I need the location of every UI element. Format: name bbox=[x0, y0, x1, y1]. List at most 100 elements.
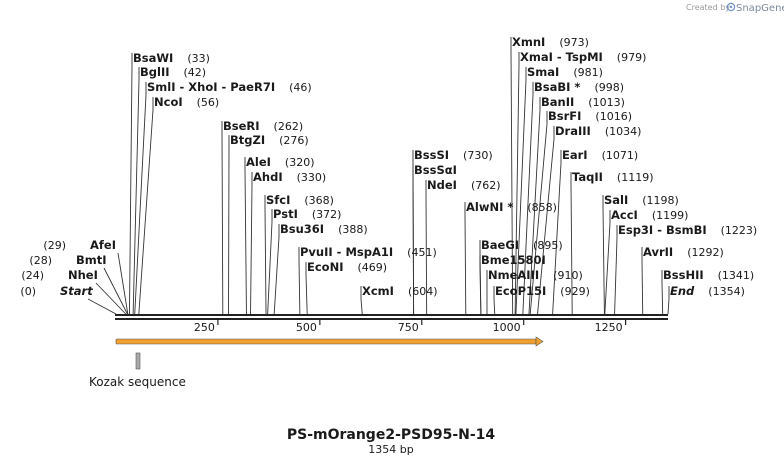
site-name[interactable]: AvrII bbox=[643, 245, 673, 259]
site-position: (1292) bbox=[687, 246, 724, 259]
site-name[interactable]: XmnI bbox=[512, 35, 545, 49]
site-leader-line bbox=[602, 195, 605, 315]
site-name[interactable]: PvuII - MspA1I bbox=[300, 245, 393, 259]
site-name[interactable]: BseRI bbox=[223, 119, 260, 133]
site-name[interactable]: BssHII bbox=[663, 268, 704, 282]
site-position: (262) bbox=[274, 120, 304, 133]
site-leader-line bbox=[570, 172, 573, 315]
axis-tick-label: 500 bbox=[296, 321, 317, 334]
site-name[interactable]: NdeI bbox=[427, 178, 457, 192]
site-position: (1341) bbox=[718, 269, 755, 282]
site-position: (998) bbox=[594, 81, 624, 94]
site-name[interactable]: TaqII bbox=[572, 170, 603, 184]
site-leader-line bbox=[522, 82, 534, 315]
site-name[interactable]: AleI bbox=[246, 155, 271, 169]
axis-tick-label: 750 bbox=[398, 321, 419, 334]
site-leader-line bbox=[95, 282, 127, 315]
site-leader-line bbox=[244, 157, 247, 315]
site-position: (320) bbox=[285, 156, 315, 169]
site-position: (28) bbox=[29, 254, 52, 267]
site-leader-line bbox=[552, 150, 562, 315]
site-position: (1016) bbox=[595, 110, 632, 123]
axis-tick-label: 250 bbox=[194, 321, 215, 334]
site-name[interactable]: BglII bbox=[140, 65, 170, 79]
site-name[interactable]: NmeAIII bbox=[488, 268, 539, 282]
site-leader-line bbox=[604, 210, 611, 315]
site-position: (1119) bbox=[617, 171, 654, 184]
site-position: (372) bbox=[312, 208, 342, 221]
site-leader-line bbox=[514, 52, 520, 315]
site-name[interactable]: NcoI bbox=[154, 95, 183, 109]
site-name[interactable]: AccI bbox=[611, 208, 638, 222]
site-leader-line bbox=[250, 172, 253, 315]
site-name[interactable]: NheI bbox=[68, 268, 98, 282]
site-position: (24) bbox=[21, 269, 44, 282]
site-leader-line bbox=[529, 111, 548, 315]
site-leader-line bbox=[667, 286, 670, 315]
site-leader-line bbox=[273, 224, 280, 315]
site-position: (33) bbox=[187, 52, 210, 65]
axis-tick-label: 1250 bbox=[595, 321, 623, 334]
site-name[interactable]: AhdI bbox=[253, 170, 283, 184]
site-name[interactable]: Start bbox=[60, 284, 93, 298]
site-name[interactable]: BssSI bbox=[414, 148, 449, 162]
site-position: (979) bbox=[617, 51, 647, 64]
site-name[interactable]: BanII bbox=[541, 95, 574, 109]
site-name[interactable]: BmtI bbox=[76, 253, 107, 267]
site-name[interactable]: BsaWI bbox=[133, 51, 173, 65]
kozak-marker[interactable] bbox=[135, 352, 141, 370]
site-leader-line bbox=[425, 180, 428, 315]
site-leader-line bbox=[412, 165, 415, 315]
site-position: (895) bbox=[533, 239, 563, 252]
site-name[interactable]: SfcI bbox=[266, 193, 290, 207]
site-name[interactable]: SalI bbox=[604, 193, 628, 207]
orf-arrow-head[interactable] bbox=[535, 336, 544, 347]
site-name[interactable]: EcoNI bbox=[307, 260, 343, 274]
site-leader-line bbox=[305, 262, 308, 315]
site-name[interactable]: Bsu36I bbox=[280, 222, 324, 236]
site-name[interactable]: PstI bbox=[273, 207, 298, 221]
site-name[interactable]: DraIII bbox=[555, 124, 591, 138]
site-leader-line bbox=[117, 252, 129, 315]
kozak-feature[interactable]: Kozak sequence bbox=[89, 352, 186, 389]
site-name[interactable]: AfeI bbox=[90, 238, 116, 252]
site-position: (330) bbox=[297, 171, 327, 184]
site-name[interactable]: End bbox=[670, 284, 695, 298]
site-labels: (0) Start (24) NheI (28) BmtI (29) AfeI BsaWI (33… bbox=[20, 35, 757, 298]
site-name[interactable]: BaeGI bbox=[481, 238, 519, 252]
site-name[interactable]: BsrFI bbox=[548, 109, 581, 123]
site-leader-line bbox=[515, 67, 527, 315]
site-leader-line bbox=[479, 255, 482, 315]
site-name[interactable]: SmaI bbox=[527, 65, 559, 79]
site-leader-line bbox=[528, 97, 541, 315]
orf-feature[interactable] bbox=[115, 336, 544, 347]
site-name[interactable]: SmlI - XhoI - PaeR7I bbox=[147, 80, 275, 94]
site-position: (469) bbox=[357, 261, 387, 274]
site-position: (1071) bbox=[602, 149, 639, 162]
snapgene-logo-icon bbox=[726, 2, 736, 12]
site-name[interactable]: BsaBI * bbox=[534, 80, 580, 94]
site-leader-line bbox=[267, 209, 273, 315]
site-leader-line bbox=[464, 202, 467, 315]
site-name[interactable]: Bme1580I bbox=[481, 253, 546, 267]
site-name[interactable]: AlwNI * bbox=[466, 200, 513, 214]
site-name[interactable]: XcmI bbox=[362, 284, 394, 298]
site-position: (910) bbox=[553, 269, 583, 282]
site-name[interactable]: EarI bbox=[562, 148, 588, 162]
site-leader-line bbox=[614, 225, 618, 315]
site-leader-line bbox=[87, 298, 117, 315]
site-name[interactable]: XmaI - TspMI bbox=[520, 50, 603, 64]
site-leader-line bbox=[103, 267, 128, 315]
site-leader-line bbox=[221, 121, 224, 315]
orf-arrow-body[interactable] bbox=[115, 338, 537, 345]
site-name[interactable]: BtgZI bbox=[230, 133, 265, 147]
site-position: (1198) bbox=[642, 194, 679, 207]
site-position: (1223) bbox=[721, 224, 758, 237]
site-leader-line bbox=[537, 126, 555, 315]
site-position: (981) bbox=[573, 66, 603, 79]
site-name[interactable]: Esp3I - BsmBI bbox=[618, 223, 707, 237]
site-position: (276) bbox=[279, 134, 309, 147]
site-name[interactable]: EcoP15I bbox=[495, 284, 546, 298]
site-name[interactable]: BssSαI bbox=[414, 163, 457, 177]
